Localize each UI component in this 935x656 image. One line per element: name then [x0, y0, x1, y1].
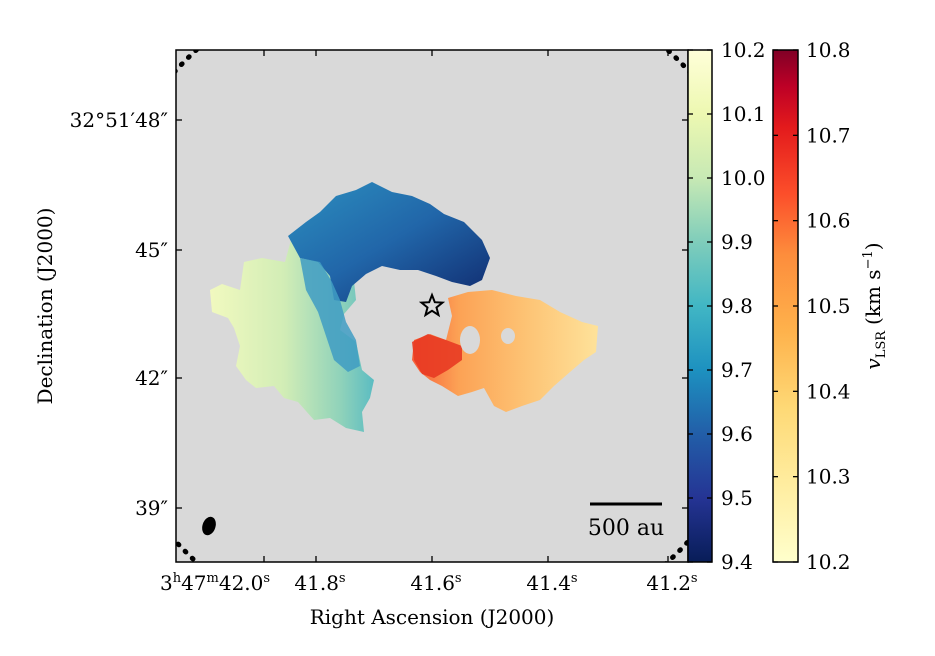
colorbar-tick-label: 9.5: [721, 486, 753, 510]
colorbar-tick-label: 9.9: [721, 230, 753, 254]
colorbar-tick-label: 10.6: [806, 209, 851, 233]
colorbar-tick-label: 10.4: [806, 379, 851, 403]
colorbar-tick-label: 10.1: [721, 102, 766, 126]
y-tick-label: 32°51′48″: [70, 108, 168, 132]
colorbar-red-ticks: 10.2 10.3 10.4 10.5 10.6 10.7 10.8: [773, 38, 851, 574]
map-ticks: [176, 50, 688, 562]
scale-bar-label: 500 au: [588, 516, 664, 541]
region-north-arc: [288, 182, 490, 302]
red-lobe-gap: [501, 328, 515, 344]
colorbar-blue-ticks: 9.4 9.5 9.6 9.7 9.8 9.9 10.0 10.1 10.2: [688, 38, 766, 574]
colorbar-tick-label: 10.7: [806, 123, 851, 147]
colorbar-tick-label: 10.2: [721, 38, 766, 62]
colorbar-tick-label: 10.8: [806, 38, 851, 62]
beam-ellipse: [202, 516, 216, 536]
red-lobe-gap: [460, 326, 480, 354]
colorbar-tick-label: 9.4: [721, 550, 753, 574]
x-tick-label: 41.8s: [294, 571, 345, 595]
colorbar-tick-label: 10.2: [806, 550, 851, 574]
x-tick-label: 41.2s: [646, 571, 697, 595]
protostar-marker: [418, 292, 446, 318]
colorbar-tick-label: 9.6: [721, 422, 753, 446]
colorbar-tick-label: 10.5: [806, 294, 851, 318]
x-axis-label: Right Ascension (J2000): [310, 605, 555, 629]
map-panel: 500 au 3h47m42.0s 41.8s 41.6s 41.4s 41.2…: [33, 49, 698, 629]
colorbar-tick-label: 10.0: [721, 166, 766, 190]
y-axis-label: Declination (J2000): [33, 208, 57, 405]
colorbar-blue: 9.4 9.5 9.6 9.7 9.8 9.9 10.0 10.1 10.2: [687, 38, 766, 574]
colorbar-red-label: vLSR(km s−1): [861, 242, 889, 369]
x-tick-label: 41.4s: [526, 571, 577, 595]
x-tick-label: 3h47m42.0s: [160, 571, 270, 595]
colorbar-red: 10.2 10.3 10.4 10.5 10.6 10.7 10.8 vLSR(km s−1…: [772, 38, 889, 574]
x-tick-labels: 3h47m42.0s 41.8s 41.6s 41.4s 41.2s: [160, 571, 698, 595]
region-red-core: [412, 334, 462, 378]
region-blue-tail: [300, 258, 360, 372]
y-tick-label: 45″: [135, 238, 168, 262]
region-red-lobe: [412, 290, 598, 412]
colorbar-tick-label: 10.3: [806, 465, 851, 489]
emission-regions: [210, 182, 598, 432]
colorbar-tick-label: 9.7: [721, 358, 753, 382]
colorbar-tick-label: 9.8: [721, 294, 753, 318]
y-tick-label: 42″: [135, 366, 168, 390]
y-tick-labels: 32°51′48″ 45″ 42″ 39″: [70, 108, 168, 520]
x-tick-label: 41.6s: [410, 571, 461, 595]
y-tick-label: 39″: [135, 496, 168, 520]
